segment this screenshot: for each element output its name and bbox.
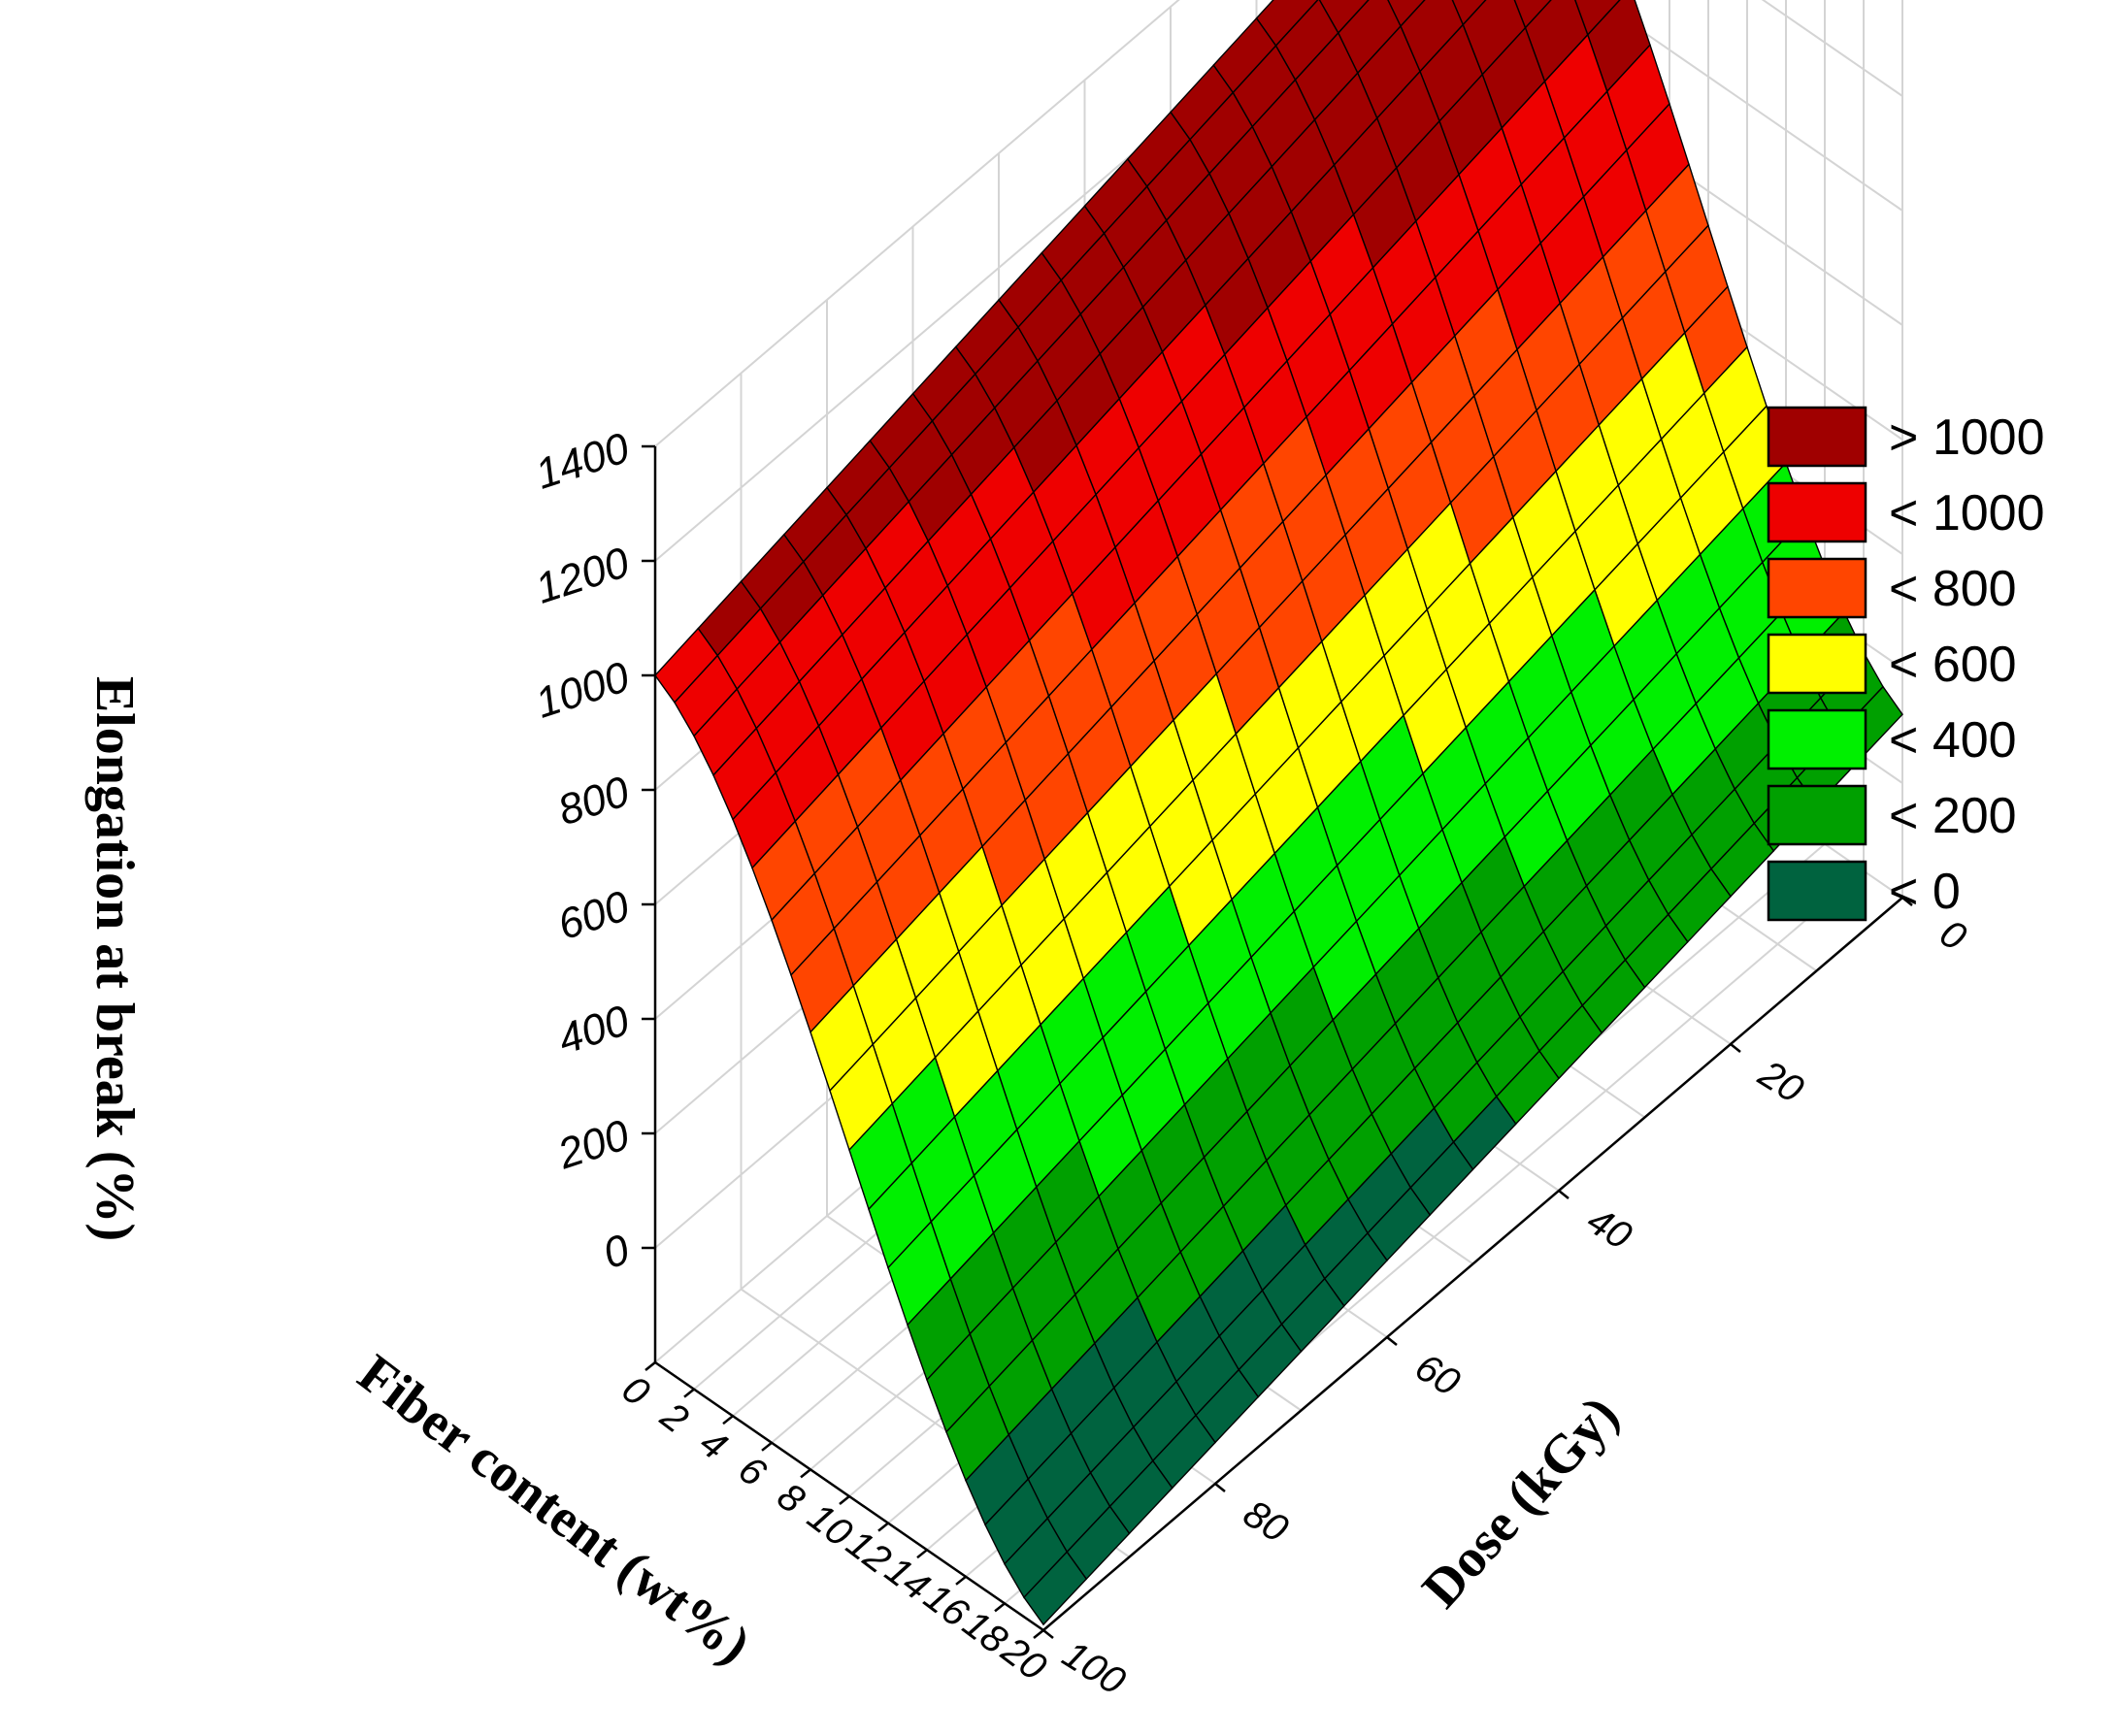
x-tick-label: 0: [614, 1367, 657, 1415]
legend-label: < 200: [1889, 788, 2017, 844]
legend-swatch: [1767, 860, 1867, 922]
y-tick-label: 60: [1407, 1346, 1467, 1405]
y-tick-mark: [1386, 1336, 1398, 1346]
x-tick-mark: [839, 1495, 850, 1505]
y-tick-mark: [1214, 1483, 1226, 1492]
legend-label: > 1000: [1889, 409, 2045, 466]
z-tick-label: 1000: [530, 653, 636, 728]
x-tick-mark: [877, 1522, 889, 1532]
legend-label: < 800: [1889, 561, 2017, 617]
z-tick-label: 200: [551, 1111, 635, 1179]
z-tick-label: 0: [598, 1226, 636, 1278]
z-axis-ticks: 0 200 400 600 800 1000 1200 1400: [530, 424, 655, 1278]
x-tick-mark: [644, 1361, 656, 1371]
y-axis-line: [1042, 897, 1903, 1631]
legend-swatch: [1767, 481, 1867, 543]
x-tick-mark: [1033, 1629, 1044, 1639]
y-tick-mark: [1558, 1190, 1570, 1199]
z-tick-label: 600: [552, 882, 635, 949]
x-tick-mark: [916, 1549, 928, 1559]
legend-swatch: [1767, 784, 1867, 846]
x-tick-mark: [683, 1388, 695, 1398]
legend-swatch: [1767, 557, 1867, 619]
x-tick-mark: [994, 1602, 1006, 1613]
response-surface: [654, 0, 1903, 1626]
x-tick-mark: [761, 1441, 773, 1452]
z-tick-label: 1200: [530, 539, 636, 613]
y-tick-label: 40: [1579, 1199, 1638, 1259]
x-tick-mark: [722, 1415, 734, 1425]
y-tick-mark: [1730, 1043, 1741, 1053]
y-axis-title: Dose (kGy): [1411, 1385, 1631, 1619]
z-axis-title: Elongation at break (%): [84, 676, 145, 1241]
legend-swatch: [1767, 406, 1867, 468]
z-tick-label: 800: [552, 768, 635, 835]
grid-line: [654, 0, 1180, 447]
legend-label: < 1000: [1889, 485, 2045, 541]
x-tick-label: 6: [731, 1448, 775, 1495]
surface-patch: [1023, 1551, 1088, 1626]
legend-label: < 600: [1889, 637, 2017, 693]
grid-line: [654, 0, 1903, 562]
x-tick-label: 8: [770, 1475, 813, 1523]
y-tick-label: 100: [1055, 1633, 1133, 1704]
y-tick-label: 80: [1236, 1492, 1295, 1552]
x-tick-mark: [800, 1468, 811, 1479]
legend-swatch: [1767, 633, 1867, 695]
legend-label: < 0: [1889, 864, 1961, 920]
x-tick-mark: [955, 1575, 967, 1586]
legend-swatch: [1767, 708, 1867, 770]
z-tick-label: 400: [552, 997, 635, 1064]
z-tick-label: 1400: [530, 424, 636, 499]
legend: > 1000 < 1000 < 800 < 600 < 400 < 200 < 0: [1767, 406, 2045, 922]
y-tick-mark: [1901, 897, 1913, 906]
y-tick-mark: [1042, 1629, 1054, 1639]
x-tick-label: 2: [652, 1393, 696, 1441]
x-tick-label: 4: [692, 1422, 735, 1469]
y-tick-label: 20: [1751, 1052, 1811, 1111]
legend-label: < 400: [1889, 712, 2017, 769]
